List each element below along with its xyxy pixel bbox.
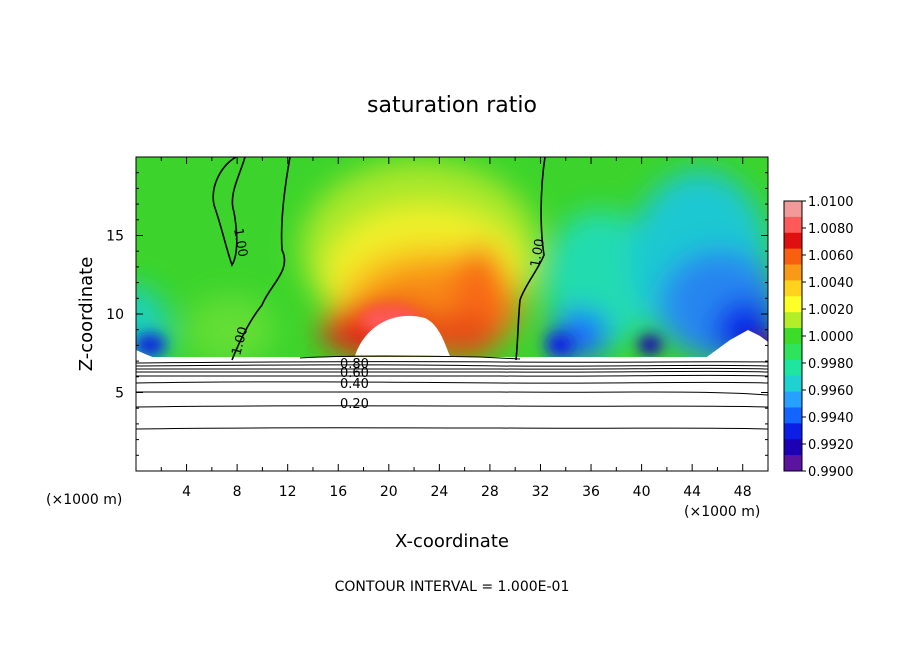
x-tick-label: 4 bbox=[182, 484, 191, 500]
contour-interval-note: CONTOUR INTERVAL = 1.000E-01 bbox=[335, 579, 570, 595]
y-axis-title: Z-coordinate bbox=[76, 257, 97, 372]
contour-label: 1.00 bbox=[528, 238, 548, 269]
x-axis-ticks: 4 8 12 16 20 24 28 32 36 40 44 48 bbox=[160, 157, 752, 500]
y-tick-label: 10 bbox=[106, 307, 124, 323]
x-tick-label: 48 bbox=[734, 484, 752, 500]
colorbar-label: 1.0000 bbox=[808, 330, 854, 345]
x-tick-label: 40 bbox=[633, 484, 651, 500]
y-tick-label: 5 bbox=[115, 386, 124, 402]
colorbar-swatch bbox=[784, 328, 802, 345]
colorbar-swatch bbox=[784, 296, 802, 313]
x-tick-label: 44 bbox=[683, 484, 701, 500]
x-tick-label: 32 bbox=[532, 484, 550, 500]
colorbar-swatch bbox=[784, 375, 802, 393]
colorbar-label: 1.0040 bbox=[808, 276, 854, 291]
colorbar-swatch bbox=[784, 407, 802, 424]
x-tick-label: 24 bbox=[430, 484, 448, 500]
y-axis-ticks: 5 10 15 bbox=[106, 172, 768, 456]
colorbar-swatch bbox=[784, 455, 802, 472]
colorbar-label: 0.9960 bbox=[808, 384, 854, 399]
contour-label: 0.60 bbox=[340, 366, 369, 381]
colorbar-label: 0.9940 bbox=[808, 411, 854, 426]
colorbar-swatch bbox=[784, 439, 802, 456]
colorbar-swatch bbox=[784, 201, 802, 218]
contour-label: 0.40 bbox=[340, 377, 369, 392]
contour-label: 1.00 bbox=[230, 227, 250, 258]
colorbar-label: 0.9900 bbox=[808, 465, 854, 480]
contour-label: 1.00 bbox=[229, 325, 251, 357]
x-unit-left: (×1000 m) bbox=[46, 492, 122, 508]
saturation-field bbox=[136, 157, 768, 471]
colorbar-swatch bbox=[784, 232, 802, 250]
colorbar-swatch bbox=[784, 423, 802, 440]
x-tick-label: 16 bbox=[329, 484, 347, 500]
colorbar-label: 0.9980 bbox=[808, 357, 854, 372]
colorbar-label: 1.0060 bbox=[808, 249, 854, 264]
contour-label: 0.20 bbox=[340, 397, 369, 412]
colorbar-swatch bbox=[784, 248, 802, 266]
x-unit-right: (×1000 m) bbox=[684, 504, 760, 520]
colorbar-label: 1.0100 bbox=[808, 195, 854, 210]
colorbar-swatch bbox=[784, 280, 802, 297]
colorbar-label: 1.0020 bbox=[808, 303, 854, 318]
colorbar-swatch bbox=[784, 359, 802, 377]
colorbar-swatch bbox=[784, 264, 802, 281]
x-tick-label: 28 bbox=[481, 484, 499, 500]
x-tick-label: 12 bbox=[279, 484, 297, 500]
x-axis-title: X-coordinate bbox=[395, 531, 509, 552]
x-tick-label: 36 bbox=[582, 484, 600, 500]
contour-label: 0.80 bbox=[340, 357, 369, 372]
colorbar-swatch bbox=[784, 312, 802, 329]
contour-labels: 1.00 1.00 1.00 0.80 0.60 0.40 0.20 bbox=[229, 227, 548, 412]
colorbar-swatch bbox=[784, 216, 802, 234]
y-tick-label: 15 bbox=[106, 229, 124, 245]
colorbar-label: 0.9920 bbox=[808, 438, 854, 453]
x-tick-label: 8 bbox=[233, 484, 242, 500]
x-tick-label: 20 bbox=[380, 484, 398, 500]
colorbar-swatch bbox=[784, 343, 802, 361]
colorbar-swatch bbox=[784, 391, 802, 408]
chart-title: saturation ratio bbox=[367, 93, 537, 118]
colorbar: 1.0100 1.0080 1.0060 1.0040 1.0020 1.0000 0.99… bbox=[783, 195, 854, 480]
colorbar-label: 1.0080 bbox=[808, 222, 854, 237]
